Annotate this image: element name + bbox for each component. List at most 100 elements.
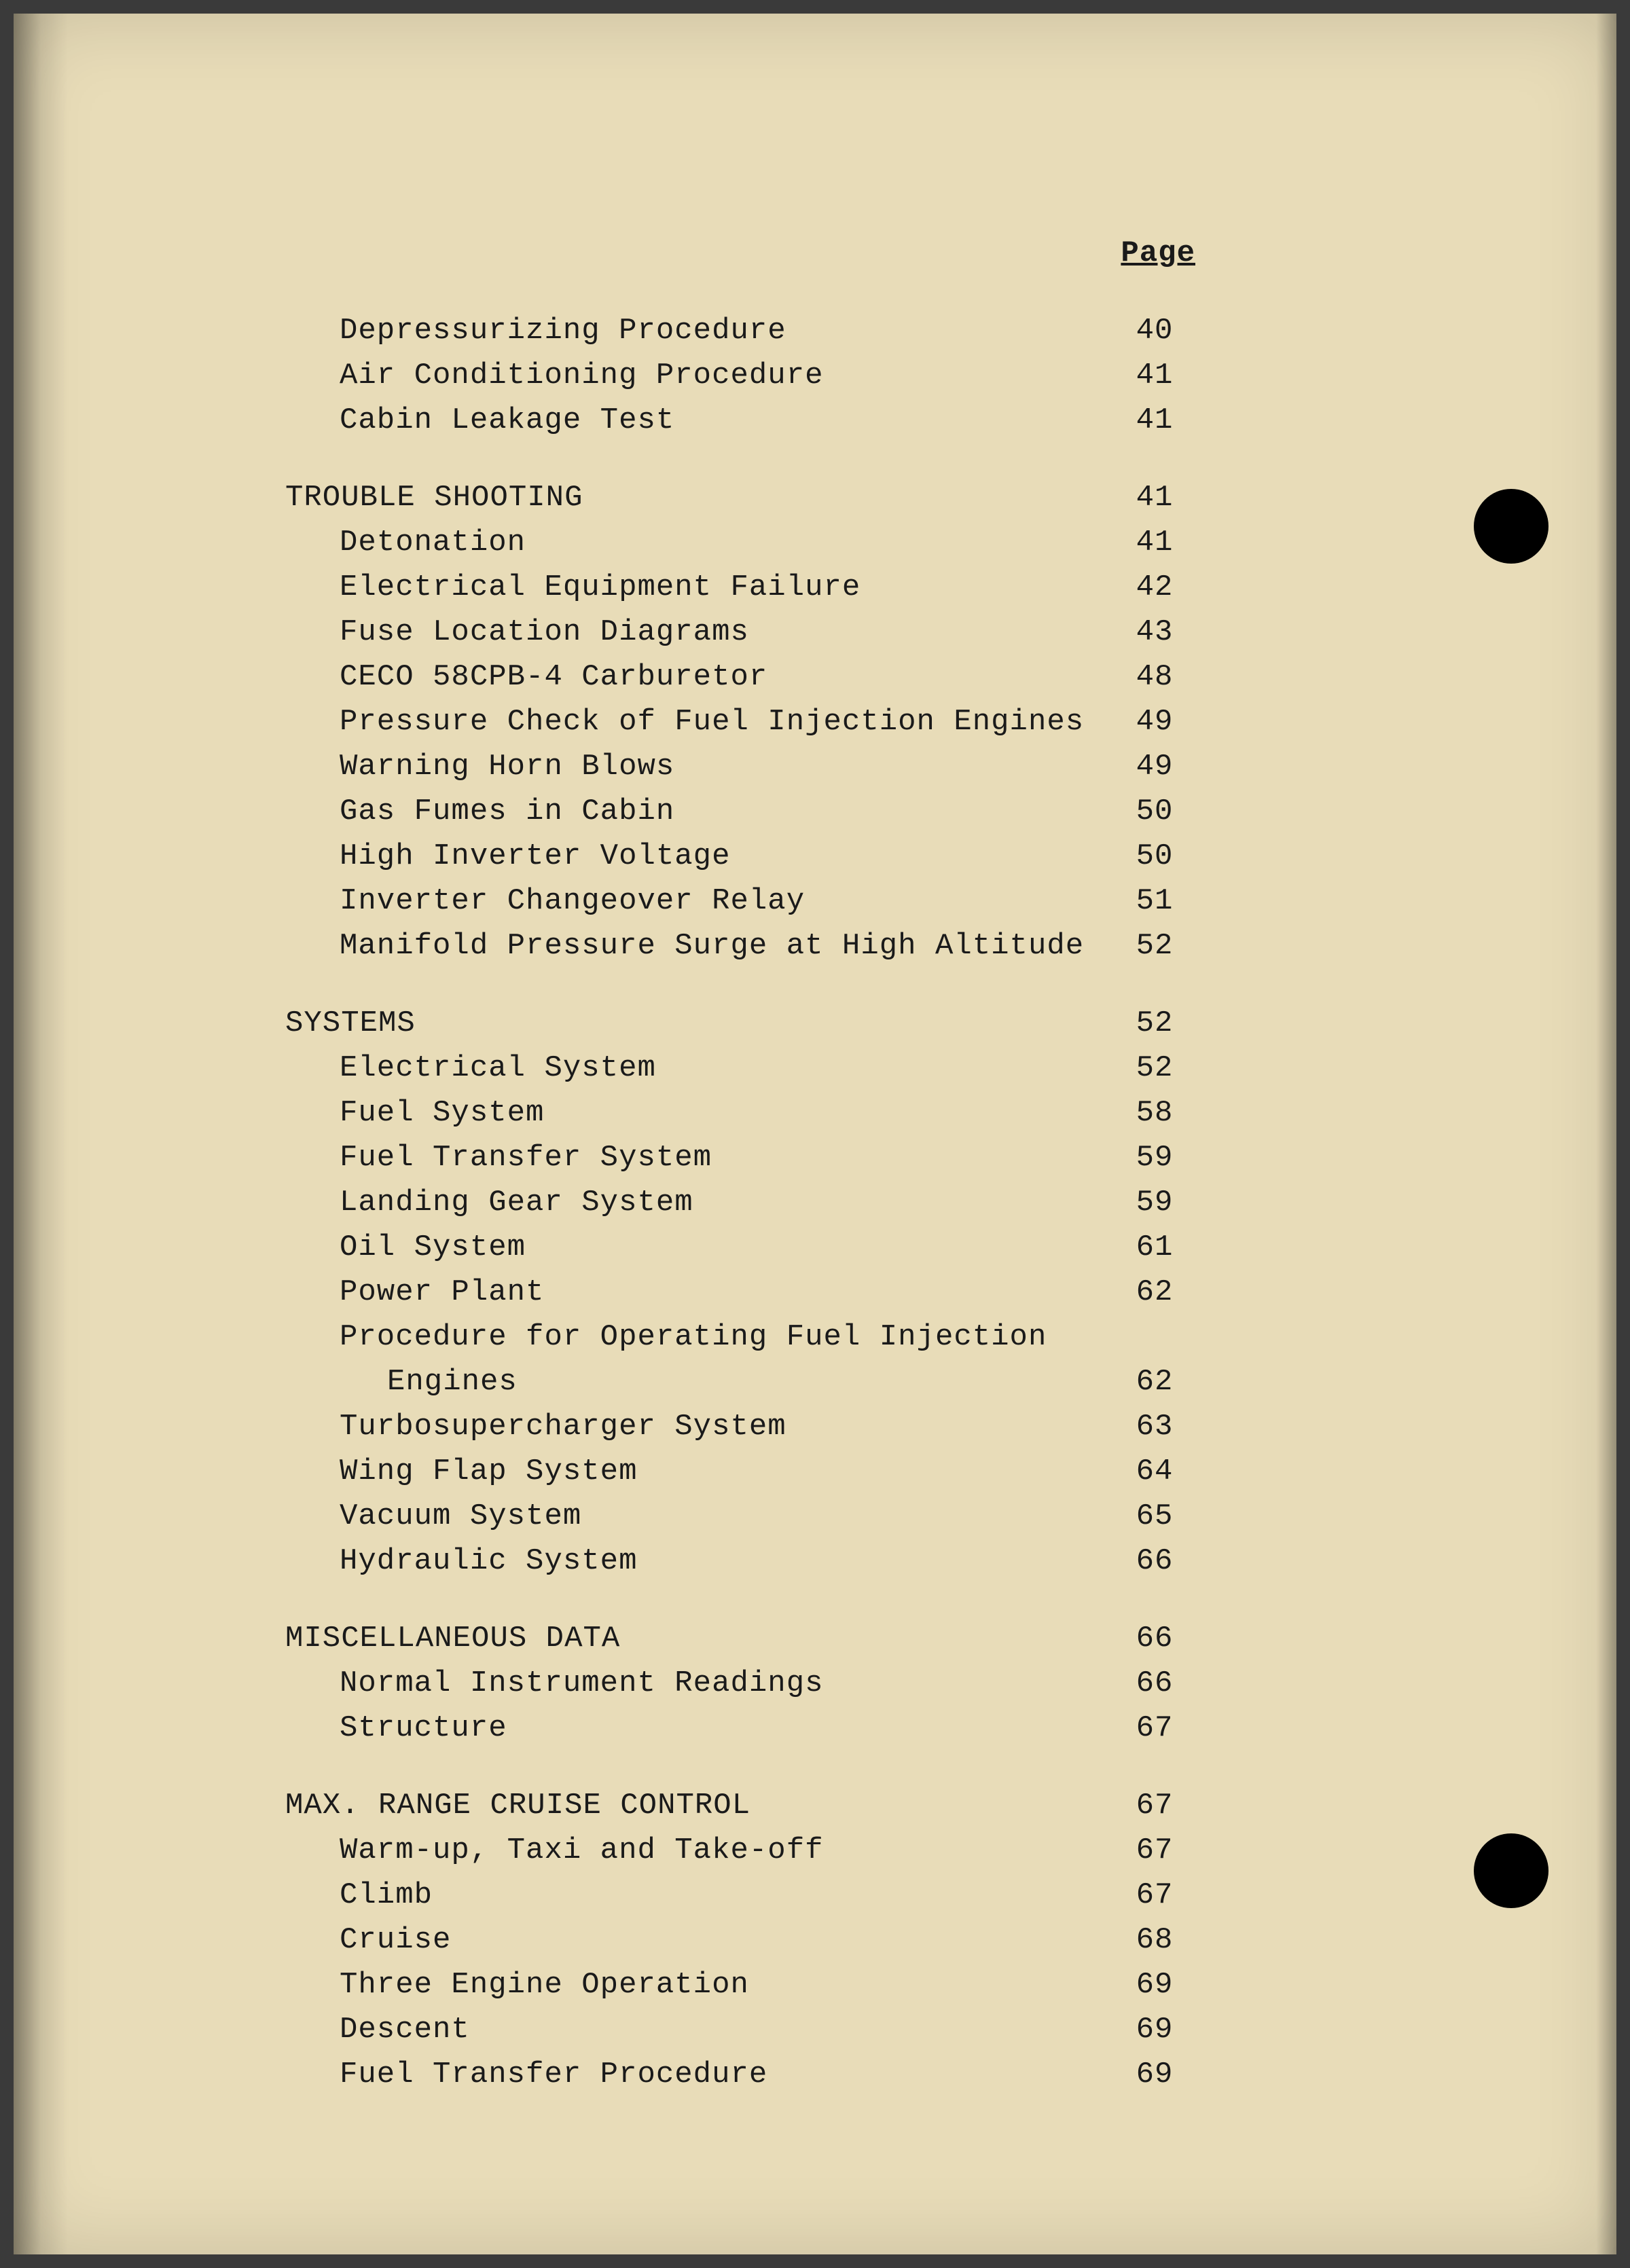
entry-page-number: 49 [1114, 699, 1195, 744]
toc-container: Depressurizing Procedure40Air Conditioni… [272, 308, 1426, 2097]
section-title: SYSTEMS [285, 1001, 1114, 1046]
entry-page-number: 69 [1114, 2007, 1195, 2052]
entry-label: Electrical System [340, 1046, 1114, 1091]
entry-page-number: 58 [1114, 1091, 1195, 1135]
entry-page-number: 67 [1114, 1873, 1195, 1918]
toc-content: Page Depressurizing Procedure40Air Condi… [272, 231, 1426, 2097]
entry-label: Pressure Check of Fuel Injection Engines [340, 699, 1114, 744]
toc-entry: Turbosupercharger System63 [272, 1404, 1426, 1449]
toc-entry: Electrical System52 [272, 1046, 1426, 1091]
entry-label: Turbosupercharger System [340, 1404, 1114, 1449]
toc-entry: High Inverter Voltage50 [272, 834, 1426, 879]
section-title: MAX. RANGE CRUISE CONTROL [285, 1783, 1114, 1828]
entry-label: Structure [340, 1706, 1114, 1751]
section-header: SYSTEMS52 [272, 1001, 1426, 1046]
toc-entry: Cabin Leakage Test41 [272, 398, 1426, 443]
entry-page-number: 62 [1114, 1270, 1195, 1315]
entry-label: Wing Flap System [340, 1449, 1114, 1494]
entry-page-number: 67 [1114, 1828, 1195, 1873]
entry-label: Hydraulic System [340, 1539, 1114, 1584]
entry-page-number: 69 [1114, 2052, 1195, 2097]
entry-label: Depressurizing Procedure [340, 308, 1114, 353]
entry-page-number: 50 [1114, 834, 1195, 879]
entry-label: Warning Horn Blows [340, 744, 1114, 789]
entry-label: Manifold Pressure Surge at High Altitude [340, 923, 1114, 968]
toc-entry: Structure67 [272, 1706, 1426, 1751]
entry-label: Cruise [340, 1918, 1114, 1962]
section-page-number: 41 [1114, 475, 1195, 520]
entry-label: Detonation [340, 520, 1114, 565]
toc-entry: Gas Fumes in Cabin50 [272, 789, 1426, 834]
entry-page-number: 66 [1114, 1661, 1195, 1706]
page-header-label: Page [1121, 236, 1195, 270]
toc-entry: Cruise68 [272, 1918, 1426, 1962]
toc-entry: Power Plant62 [272, 1270, 1426, 1315]
entry-page-number: 48 [1114, 655, 1195, 699]
page-column-header: Page [272, 231, 1426, 276]
toc-entry: CECO 58CPB-4 Carburetor48 [272, 655, 1426, 699]
entry-label: Fuel Transfer System [340, 1135, 1114, 1180]
toc-entry: Wing Flap System64 [272, 1449, 1426, 1494]
entry-page-number: 52 [1114, 1046, 1195, 1091]
entry-label: Gas Fumes in Cabin [340, 789, 1114, 834]
entry-label: Oil System [340, 1225, 1114, 1270]
entry-page-number: 67 [1114, 1706, 1195, 1751]
entry-label: Cabin Leakage Test [340, 398, 1114, 443]
entry-page-number: 52 [1114, 923, 1195, 968]
entry-label: Engines [387, 1359, 1114, 1404]
toc-entry: Warm-up, Taxi and Take-off67 [272, 1828, 1426, 1873]
entry-label: Normal Instrument Readings [340, 1661, 1114, 1706]
entry-page-number: 66 [1114, 1539, 1195, 1584]
entry-page-number: 41 [1114, 398, 1195, 443]
toc-entry: Fuel System58 [272, 1091, 1426, 1135]
entry-page-number: 65 [1114, 1494, 1195, 1539]
toc-entry: Climb67 [272, 1873, 1426, 1918]
entry-label: Fuel Transfer Procedure [340, 2052, 1114, 2097]
punch-hole-bottom [1474, 1833, 1548, 1908]
entry-page-number: 50 [1114, 789, 1195, 834]
entry-page-number [1114, 1315, 1195, 1359]
section-title: TROUBLE SHOOTING [285, 475, 1114, 520]
entry-page-number: 68 [1114, 1918, 1195, 1962]
entry-page-number: 59 [1114, 1135, 1195, 1180]
entry-label: High Inverter Voltage [340, 834, 1114, 879]
toc-entry: Electrical Equipment Failure42 [272, 565, 1426, 610]
toc-entry: Pressure Check of Fuel Injection Engines… [272, 699, 1426, 744]
entry-label: Fuse Location Diagrams [340, 610, 1114, 655]
section-page-number: 67 [1114, 1783, 1195, 1828]
entry-page-number: 61 [1114, 1225, 1195, 1270]
entry-page-number: 51 [1114, 879, 1195, 923]
entry-label: Fuel System [340, 1091, 1114, 1135]
section-page-number: 52 [1114, 1001, 1195, 1046]
toc-entry: Procedure for Operating Fuel Injection [272, 1315, 1426, 1359]
toc-entry: Vacuum System65 [272, 1494, 1426, 1539]
toc-entry: Inverter Changeover Relay51 [272, 879, 1426, 923]
entry-label: Vacuum System [340, 1494, 1114, 1539]
toc-entry: Air Conditioning Procedure41 [272, 353, 1426, 398]
toc-entry: Oil System61 [272, 1225, 1426, 1270]
toc-entry: Descent69 [272, 2007, 1426, 2052]
section-title: MISCELLANEOUS DATA [285, 1616, 1114, 1661]
section-page-number: 66 [1114, 1616, 1195, 1661]
entry-page-number: 62 [1114, 1359, 1195, 1404]
toc-entry: Three Engine Operation69 [272, 1962, 1426, 2007]
toc-entry: Fuel Transfer Procedure69 [272, 2052, 1426, 2097]
toc-entry: Depressurizing Procedure40 [272, 308, 1426, 353]
entry-page-number: 40 [1114, 308, 1195, 353]
toc-entry: Fuel Transfer System59 [272, 1135, 1426, 1180]
toc-entry: Manifold Pressure Surge at High Altitude… [272, 923, 1426, 968]
entry-label: Power Plant [340, 1270, 1114, 1315]
entry-label: Climb [340, 1873, 1114, 1918]
toc-entry: Landing Gear System59 [272, 1180, 1426, 1225]
entry-page-number: 69 [1114, 1962, 1195, 2007]
section-header: MISCELLANEOUS DATA66 [272, 1616, 1426, 1661]
section-header: MAX. RANGE CRUISE CONTROL67 [272, 1783, 1426, 1828]
entry-page-number: 49 [1114, 744, 1195, 789]
entry-label: Landing Gear System [340, 1180, 1114, 1225]
section-header: TROUBLE SHOOTING41 [272, 475, 1426, 520]
toc-entry: Fuse Location Diagrams43 [272, 610, 1426, 655]
entry-label: Procedure for Operating Fuel Injection [340, 1315, 1114, 1359]
entry-label: Descent [340, 2007, 1114, 2052]
document-page: Page Depressurizing Procedure40Air Condi… [14, 14, 1616, 2254]
toc-entry: Detonation41 [272, 520, 1426, 565]
